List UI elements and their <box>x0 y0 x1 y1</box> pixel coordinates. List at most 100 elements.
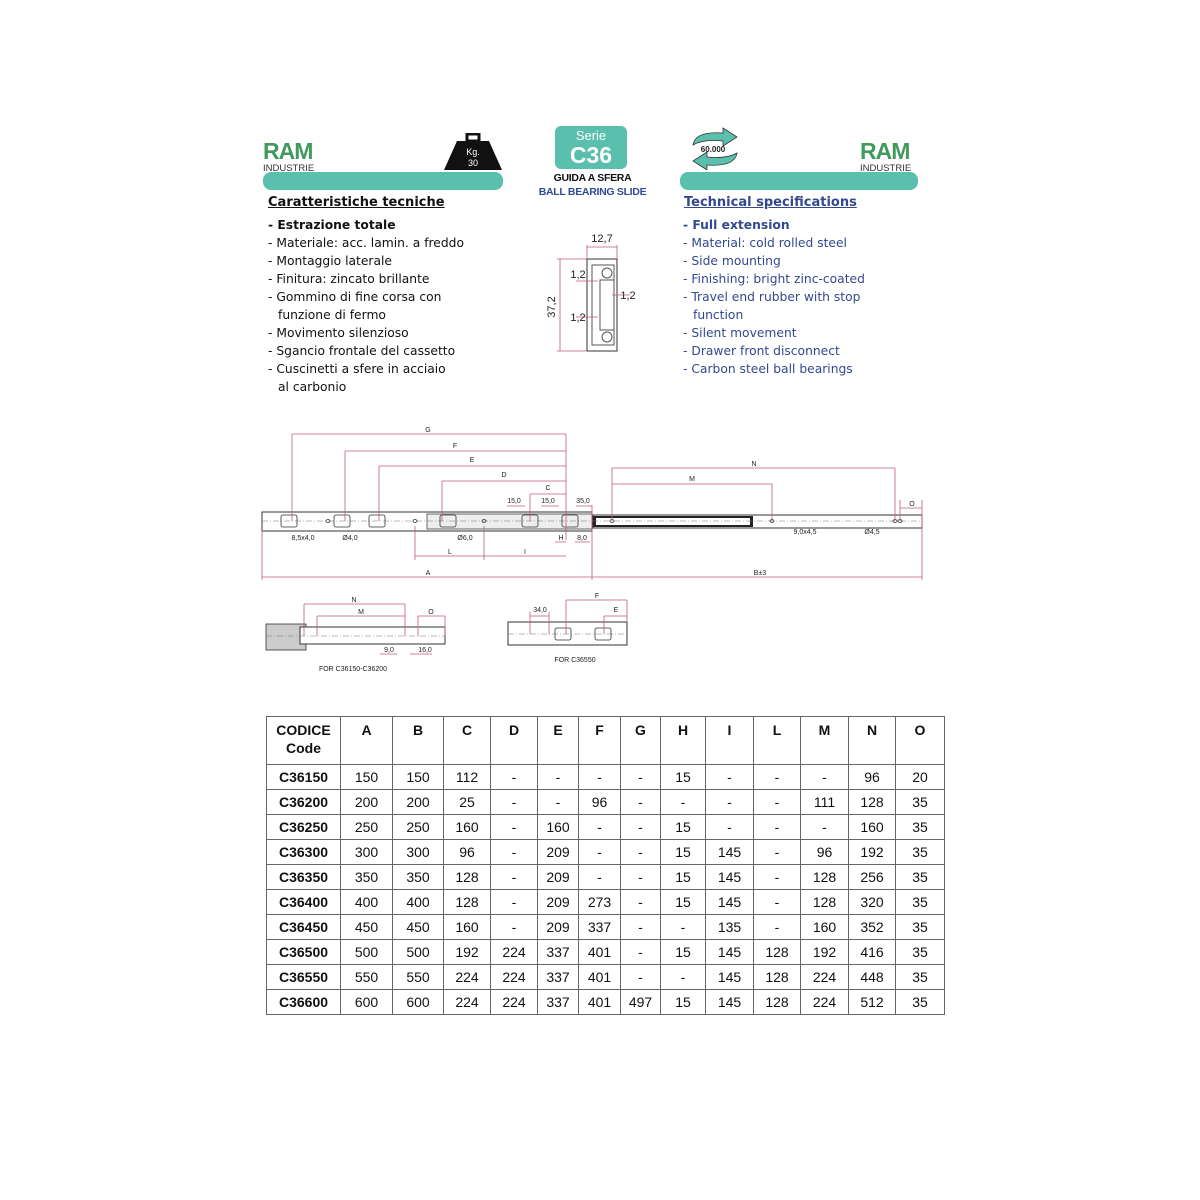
product-code-cell: C36250 <box>266 814 341 840</box>
dimension-cell: 300 <box>340 839 393 865</box>
dimension-cell: 224 <box>490 939 538 965</box>
dimension-cell: 512 <box>848 989 896 1015</box>
dimension-cell: 160 <box>443 914 491 940</box>
caption-sub1: FOR C36150-C36200 <box>319 666 387 673</box>
dimension-cell: - <box>660 964 706 990</box>
dimension-cell: - <box>578 764 621 790</box>
dimension-cell: - <box>490 889 538 915</box>
table-body: C36150 150 150 112- - - -15- - -96 20 C36200 200 200… <box>266 764 945 1015</box>
cycles-label: 60.000 <box>701 145 726 154</box>
column-header: M <box>800 716 849 765</box>
dimension-cell: - <box>578 814 621 840</box>
dimension-cell: 300 <box>392 839 444 865</box>
table-row: C36600 600 600 224 224 337 401 497 15 145 128 224 51… <box>266 989 945 1015</box>
dimension-cell: 500 <box>392 939 444 965</box>
product-code-cell: C36550 <box>266 964 341 990</box>
sub2-dim-e: E <box>614 607 619 614</box>
dimension-cell: - <box>537 764 579 790</box>
column-header: O <box>895 716 945 765</box>
dimension-cell: 192 <box>848 839 896 865</box>
feature-item: - Gommino di fine corsa con funzione di … <box>268 290 442 322</box>
dim-g: G <box>425 427 430 434</box>
sub1-dim-o: O <box>428 609 434 616</box>
dimension-cell: - <box>620 839 661 865</box>
column-header: N <box>848 716 896 765</box>
feature-item: - Sgancio frontale del cassetto <box>268 344 456 358</box>
sub2-dim-f: F <box>595 593 599 600</box>
product-code-cell: C36300 <box>266 839 341 865</box>
dim-slot: 8,5x4,0 <box>292 535 315 542</box>
dimension-cell: 337 <box>537 964 579 990</box>
dimension-cell: - <box>578 839 621 865</box>
product-code-cell: C36450 <box>266 914 341 940</box>
dimension-cell: 224 <box>443 989 491 1015</box>
series-badge: Serie C36 <box>555 126 627 169</box>
dimension-cell: 15 <box>660 889 706 915</box>
dimension-cell: 352 <box>848 914 896 940</box>
dimension-cell: 35 <box>895 789 945 815</box>
dim-i: I <box>524 549 526 556</box>
column-header: D <box>490 716 538 765</box>
dimension-cell: 128 <box>443 864 491 890</box>
dimension-cell: 450 <box>392 914 444 940</box>
sub1-dim-9: 9,0 <box>384 647 394 654</box>
table-row: C36350 350 350 128-209- -15 145-128 256 35 <box>266 864 945 890</box>
dim-e: E <box>470 457 475 464</box>
column-header: G <box>620 716 661 765</box>
dimension-cell: 224 <box>490 989 538 1015</box>
dimension-cell: - <box>660 789 706 815</box>
dimension-cell: 337 <box>578 914 621 940</box>
dim-f: F <box>453 443 457 450</box>
dimension-cell: 160 <box>443 814 491 840</box>
detail-c36150-c36200: N M O 9,0 16,0 FOR C36150-C36200 <box>265 597 446 673</box>
dimension-cell: 145 <box>705 939 754 965</box>
product-code-cell: C36200 <box>266 789 341 815</box>
dim-l: L <box>448 549 452 556</box>
dimension-cell: 337 <box>537 989 579 1015</box>
feature-item: - Material: cold rolled steel <box>683 236 847 250</box>
dimension-cell: 145 <box>705 989 754 1015</box>
dimension-cell: 35 <box>895 964 945 990</box>
dimension-cell: 145 <box>705 889 754 915</box>
dimension-cell: 224 <box>800 989 849 1015</box>
dim-b: B±3 <box>754 570 767 577</box>
dimension-cell: 112 <box>443 764 491 790</box>
dimension-cell: 400 <box>340 889 393 915</box>
dimension-cell: - <box>578 864 621 890</box>
dimension-cell: - <box>490 789 538 815</box>
dimension-cell: 128 <box>848 789 896 815</box>
dim-m: M <box>689 476 695 483</box>
dimension-cell: 35 <box>895 939 945 965</box>
section-thickness: 1,2 <box>570 312 585 324</box>
product-code-cell: C36350 <box>266 864 341 890</box>
dimension-cell: 15 <box>660 864 706 890</box>
section-height: 37,2 <box>546 296 558 317</box>
column-header: E <box>537 716 579 765</box>
dimension-cell: 96 <box>800 839 849 865</box>
column-header: B <box>392 716 444 765</box>
dimension-cell: 400 <box>392 889 444 915</box>
load-value: 30 <box>468 158 478 168</box>
sub1-dim-16: 16,0 <box>418 647 432 654</box>
brand-name: RAM <box>263 138 313 164</box>
dimension-cell: - <box>537 789 579 815</box>
cross-section-drawing: 12,7 37,2 1,2 1,2 1,2 <box>546 233 636 352</box>
feature-item: - Movimento silenzioso <box>268 326 409 340</box>
dimension-cell: - <box>620 964 661 990</box>
features-italian: - Estrazione totale - Materiale: acc. la… <box>268 216 468 396</box>
table-header-row: CODICE Code A B C D E F G H I L M N O <box>266 716 945 765</box>
dimension-cell: 448 <box>848 964 896 990</box>
dimension-cell: 350 <box>392 864 444 890</box>
dimension-cell: 192 <box>443 939 491 965</box>
brand-sub: INDUSTRIE <box>263 163 315 174</box>
dimension-cell: 250 <box>340 814 393 840</box>
dimension-cell: - <box>753 789 801 815</box>
dimension-cell: 35 <box>895 814 945 840</box>
dimension-cell: 600 <box>392 989 444 1015</box>
brand-logo-right: RAM INDUSTRIE <box>860 139 911 174</box>
feature-item: - Cuscinetti a sfere in acciaio al carbo… <box>268 362 446 394</box>
dimension-cell: - <box>753 814 801 840</box>
heading-italian: Caratteristiche tecniche <box>268 195 445 210</box>
series-code: C36 <box>569 142 613 168</box>
sub1-dim-m: M <box>358 609 364 616</box>
